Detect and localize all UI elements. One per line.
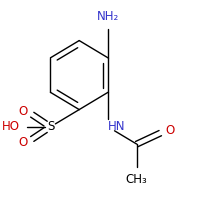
Text: O: O <box>18 105 27 118</box>
Text: S: S <box>47 120 54 133</box>
Text: HO: HO <box>2 120 20 133</box>
Text: O: O <box>165 124 175 137</box>
Text: HN: HN <box>108 120 125 133</box>
Text: CH₃: CH₃ <box>126 173 148 186</box>
Text: O: O <box>18 136 27 149</box>
Text: NH₂: NH₂ <box>97 10 119 23</box>
